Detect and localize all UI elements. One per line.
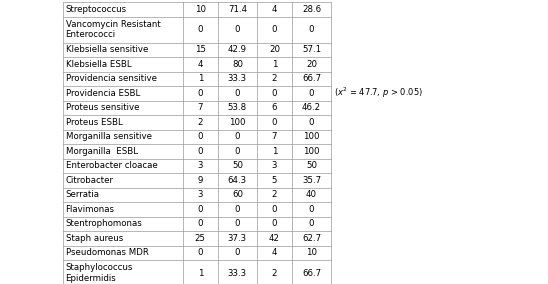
Text: 0: 0 <box>309 118 315 127</box>
Text: Morganilla sensitive: Morganilla sensitive <box>66 132 151 141</box>
Text: Enterobacter cloacae: Enterobacter cloacae <box>66 161 157 170</box>
Text: 4: 4 <box>272 5 277 14</box>
Text: 66.7: 66.7 <box>302 74 321 83</box>
Text: 50: 50 <box>306 161 317 170</box>
Text: 1: 1 <box>272 60 277 69</box>
Text: Pseudomonas MDR: Pseudomonas MDR <box>66 248 149 257</box>
Text: 3: 3 <box>198 161 203 170</box>
Text: 37.3: 37.3 <box>228 234 247 243</box>
Text: 80: 80 <box>232 60 243 69</box>
Text: 0: 0 <box>198 248 203 257</box>
Text: Serratia: Serratia <box>66 190 100 199</box>
Text: 7: 7 <box>272 132 277 141</box>
Text: 0: 0 <box>272 89 277 98</box>
Text: 35.7: 35.7 <box>302 176 321 185</box>
Text: Providencia ESBL: Providencia ESBL <box>66 89 140 98</box>
Text: 0: 0 <box>235 89 240 98</box>
Text: Streptococcus: Streptococcus <box>66 5 127 14</box>
Text: 0: 0 <box>272 25 277 34</box>
Text: 4: 4 <box>272 248 277 257</box>
Text: 0: 0 <box>272 118 277 127</box>
Text: 57.1: 57.1 <box>302 45 321 54</box>
Text: 28.6: 28.6 <box>302 5 321 14</box>
Text: 3: 3 <box>198 190 203 199</box>
Text: 0: 0 <box>198 219 203 228</box>
Text: 6: 6 <box>272 103 277 112</box>
Text: 9: 9 <box>198 176 203 185</box>
Text: 1: 1 <box>198 268 203 277</box>
Text: Providencia sensitive: Providencia sensitive <box>66 74 157 83</box>
Text: 100: 100 <box>303 132 320 141</box>
Text: 2: 2 <box>198 118 203 127</box>
Text: 7: 7 <box>198 103 203 112</box>
Text: 42.9: 42.9 <box>228 45 247 54</box>
Text: 33.3: 33.3 <box>228 74 247 83</box>
Text: 42: 42 <box>269 234 280 243</box>
Text: 10: 10 <box>195 5 206 14</box>
Text: Proteus sensitive: Proteus sensitive <box>66 103 139 112</box>
Text: Klebsiella sensitive: Klebsiella sensitive <box>66 45 148 54</box>
Text: 60: 60 <box>232 190 243 199</box>
Text: 20: 20 <box>269 45 280 54</box>
Text: Staph aureus: Staph aureus <box>66 234 123 243</box>
Text: 20: 20 <box>306 60 317 69</box>
Text: 1: 1 <box>272 147 277 156</box>
Text: 25: 25 <box>195 234 206 243</box>
Text: 40: 40 <box>306 190 317 199</box>
Text: 15: 15 <box>195 45 206 54</box>
Text: 0: 0 <box>198 205 203 214</box>
Text: 0: 0 <box>198 25 203 34</box>
Text: 2: 2 <box>272 268 277 277</box>
Text: 0: 0 <box>272 219 277 228</box>
Text: 62.7: 62.7 <box>302 234 321 243</box>
Text: Proteus ESBL: Proteus ESBL <box>66 118 122 127</box>
Text: 0: 0 <box>309 89 315 98</box>
Text: 0: 0 <box>272 205 277 214</box>
Text: 0: 0 <box>309 205 315 214</box>
Text: 5: 5 <box>272 176 277 185</box>
Text: 0: 0 <box>235 25 240 34</box>
Text: 46.2: 46.2 <box>302 103 321 112</box>
Text: 33.3: 33.3 <box>228 268 247 277</box>
Text: 71.4: 71.4 <box>228 5 247 14</box>
Text: 0: 0 <box>235 219 240 228</box>
Text: 0: 0 <box>235 248 240 257</box>
Text: 0: 0 <box>198 132 203 141</box>
Text: 0: 0 <box>198 147 203 156</box>
Text: 0: 0 <box>235 205 240 214</box>
Text: 0: 0 <box>198 89 203 98</box>
Text: Stentrophomonas: Stentrophomonas <box>66 219 142 228</box>
Text: 3: 3 <box>272 161 277 170</box>
Text: ($x^2$ = 47.7, $p$ > 0.05): ($x^2$ = 47.7, $p$ > 0.05) <box>334 86 423 101</box>
Text: 100: 100 <box>229 118 246 127</box>
Text: Citrobacter: Citrobacter <box>66 176 113 185</box>
Text: 53.8: 53.8 <box>228 103 247 112</box>
Text: 0: 0 <box>309 219 315 228</box>
Text: Vancomycin Resistant
Enterococci: Vancomycin Resistant Enterococci <box>66 20 160 39</box>
Text: 2: 2 <box>272 190 277 199</box>
Text: 1: 1 <box>198 74 203 83</box>
Text: 64.3: 64.3 <box>228 176 247 185</box>
Text: 0: 0 <box>235 147 240 156</box>
Text: 0: 0 <box>309 25 315 34</box>
Text: Klebsiella ESBL: Klebsiella ESBL <box>66 60 131 69</box>
Text: 2: 2 <box>272 74 277 83</box>
Text: 10: 10 <box>306 248 317 257</box>
Text: Staphylococcus
Epidermidis: Staphylococcus Epidermidis <box>66 263 133 283</box>
Text: 100: 100 <box>303 147 320 156</box>
Text: Morganilla  ESBL: Morganilla ESBL <box>66 147 138 156</box>
Text: 50: 50 <box>232 161 243 170</box>
Text: 66.7: 66.7 <box>302 268 321 277</box>
Text: 0: 0 <box>235 132 240 141</box>
Text: 4: 4 <box>198 60 203 69</box>
Text: Flavimonas: Flavimonas <box>66 205 115 214</box>
